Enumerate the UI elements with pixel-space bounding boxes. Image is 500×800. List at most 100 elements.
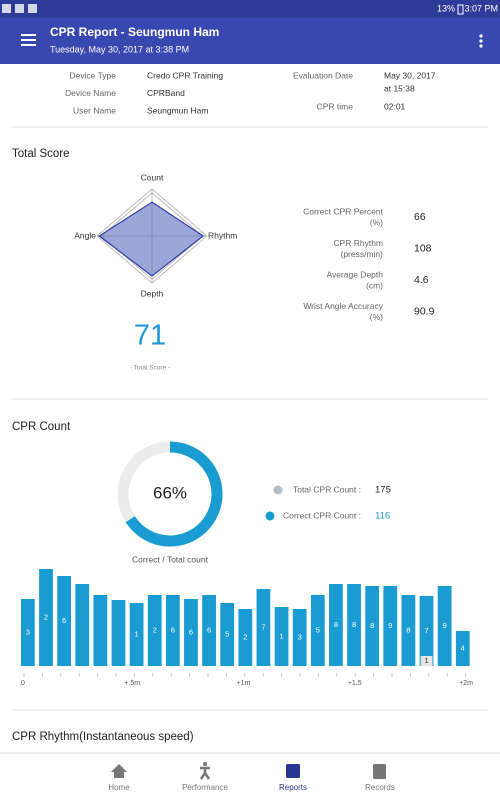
bar-label: 8	[352, 620, 356, 629]
metric-label: CPR Rhythm	[333, 238, 383, 248]
performance-icon	[199, 766, 211, 780]
legend-dot	[273, 485, 283, 495]
bar-label: 8	[406, 625, 410, 634]
legend-value: 175	[375, 485, 391, 496]
bar-label: 9	[443, 621, 447, 630]
bar	[57, 576, 72, 666]
bar	[274, 607, 289, 666]
metric-unit: (%)	[370, 312, 383, 322]
bar	[202, 595, 216, 666]
legend-label: Total CPR Count :	[293, 484, 361, 494]
overflow-button[interactable]	[479, 34, 483, 48]
info-value: Seungmun Ham	[147, 105, 208, 115]
bar	[165, 595, 180, 666]
battery-icon	[457, 4, 464, 15]
nav-label[interactable]: Records	[365, 783, 395, 792]
donut-arc	[125, 441, 223, 547]
status-time: 3:07 PM	[464, 3, 498, 13]
performance-icon-head	[203, 762, 207, 766]
metric-value: 108	[414, 242, 432, 254]
bar-label: 4	[461, 643, 465, 652]
metric-label: Wrist Angle Accuracy	[303, 301, 383, 311]
menu-line	[21, 39, 36, 41]
menu-button[interactable]	[21, 34, 36, 46]
bar-label: 7	[261, 622, 265, 631]
x-tick-label: +1.5	[348, 680, 362, 687]
dot	[479, 34, 483, 38]
home-icon	[111, 764, 127, 778]
bar-label: 6	[189, 627, 193, 636]
notification-icon	[28, 4, 37, 13]
bar	[437, 586, 452, 666]
app-title: CPR Report - Seungmun Ham	[50, 25, 219, 39]
info-label: Device Type	[69, 70, 116, 80]
dot	[479, 39, 483, 43]
info-label: CPR time	[317, 101, 354, 111]
bar	[21, 599, 35, 666]
bar	[347, 584, 361, 666]
x-tick-label: +2m	[459, 680, 473, 687]
bar	[256, 589, 271, 666]
bar	[75, 584, 90, 666]
bottom-nav	[0, 753, 500, 800]
x-tick-label: +.5m	[124, 680, 140, 687]
nav-label[interactable]: Reports	[279, 783, 307, 792]
bar-label: 3	[26, 627, 30, 636]
bar-label: 9	[388, 621, 392, 630]
incorrect-box	[420, 656, 433, 666]
info-value: CPRBand	[147, 88, 185, 98]
x-tick-label: +1m	[237, 680, 251, 687]
status-bar	[0, 0, 500, 18]
bar-label: 2	[44, 612, 48, 621]
bar-label: 1	[279, 631, 283, 640]
bar-label: 6	[62, 616, 66, 625]
info-value: at 15:38	[384, 83, 415, 93]
app-subtitle: Tuesday, May 30, 2017 at 3:38 PM	[50, 44, 189, 54]
bar	[401, 595, 416, 666]
nav-icons	[111, 762, 386, 780]
nav-label[interactable]: Home	[108, 783, 130, 792]
bar	[329, 584, 343, 666]
bar-label: 6	[171, 625, 175, 634]
bar-label: 3	[298, 632, 302, 641]
bar	[184, 599, 198, 666]
info-value: Credo CPR Training	[147, 70, 223, 80]
info-label: Device Name	[65, 88, 116, 98]
section-title: CPR Count	[12, 421, 71, 433]
metric-unit: (%)	[370, 217, 383, 227]
bar-label: 6	[207, 625, 211, 634]
bar	[238, 609, 253, 666]
metric-value: 90.9	[414, 305, 435, 317]
total-score: 71	[134, 320, 166, 352]
section-title: Total Score	[12, 148, 70, 160]
bar	[39, 569, 53, 666]
reports-icon	[286, 764, 300, 778]
bar	[292, 609, 307, 666]
menu-line	[21, 34, 36, 36]
bar	[310, 595, 325, 666]
bar-label: 8	[334, 620, 338, 629]
metric-label: Average Depth	[326, 269, 383, 279]
bar-label: 5	[316, 625, 320, 634]
bar	[220, 603, 235, 666]
nav-label[interactable]: Performance	[182, 783, 228, 792]
dot	[479, 44, 483, 48]
total-score-label: - Total Score -	[130, 365, 170, 372]
bar	[129, 603, 144, 666]
bar	[111, 600, 126, 666]
legend-dot	[265, 511, 275, 521]
bar-label: 2	[153, 625, 157, 634]
x-tick-label: 0	[21, 680, 25, 687]
legend-label: Correct CPR Count :	[283, 510, 361, 520]
bar-label: 2	[243, 632, 247, 641]
info-label: User Name	[73, 105, 116, 115]
incorrect-label: 1	[424, 656, 428, 665]
metric-value: 66	[414, 211, 426, 223]
bar	[455, 631, 470, 666]
bar	[419, 596, 434, 666]
metric-unit: (cm)	[366, 280, 383, 290]
records-icon	[373, 764, 386, 779]
bar-label: 7	[424, 626, 428, 635]
